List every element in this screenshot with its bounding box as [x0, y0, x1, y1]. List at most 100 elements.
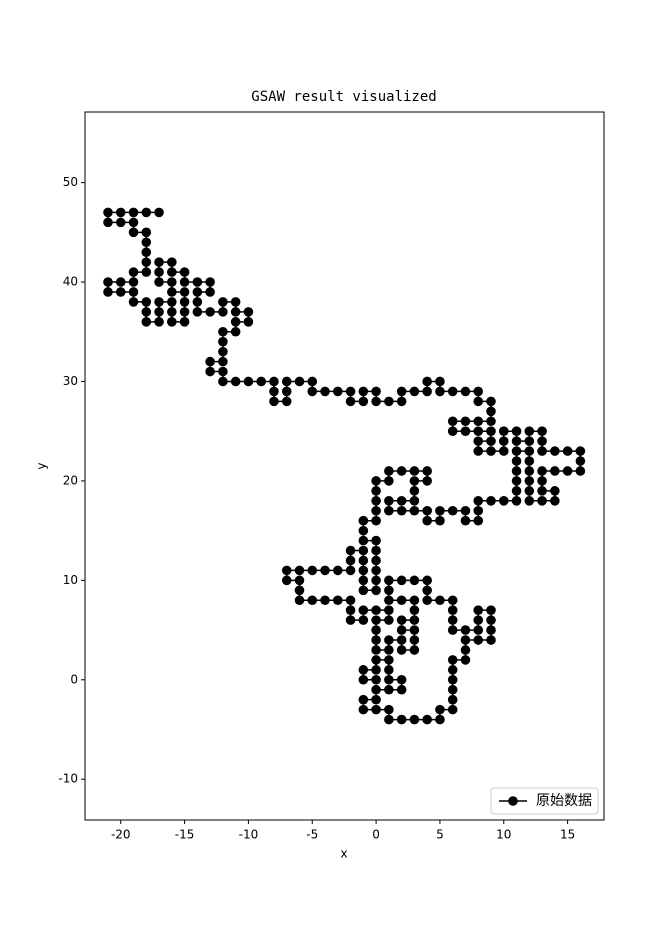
marker — [218, 376, 228, 387]
marker — [179, 297, 190, 307]
x-tick-label: 0 — [372, 828, 380, 842]
marker — [230, 317, 241, 327]
x-tick-label: -20 — [111, 828, 131, 842]
marker — [320, 595, 330, 606]
marker — [243, 317, 254, 327]
marker — [358, 665, 369, 675]
marker — [460, 505, 471, 516]
marker — [396, 396, 407, 407]
marker — [269, 396, 279, 407]
marker — [192, 297, 203, 307]
marker — [358, 555, 369, 566]
marker — [281, 376, 292, 387]
x-tick-label: 15 — [560, 828, 575, 842]
marker — [422, 476, 432, 486]
marker — [345, 386, 356, 397]
marker — [345, 595, 356, 606]
marker — [243, 307, 254, 317]
marker — [473, 615, 484, 625]
marker — [294, 585, 305, 596]
chart-title: GSAW result visualized — [251, 89, 436, 105]
marker — [396, 615, 407, 625]
marker — [473, 436, 484, 446]
marker — [537, 426, 547, 436]
marker — [537, 436, 547, 446]
marker — [141, 267, 152, 277]
marker — [281, 565, 292, 576]
legend-marker — [508, 796, 518, 806]
marker — [498, 436, 509, 446]
marker — [371, 704, 381, 715]
marker — [486, 396, 496, 407]
marker — [345, 555, 356, 566]
marker — [154, 257, 164, 267]
marker — [205, 366, 215, 377]
marker — [396, 684, 407, 695]
marker — [562, 446, 573, 456]
marker — [154, 277, 164, 287]
marker — [154, 317, 164, 327]
y-axis-label: y — [35, 462, 49, 469]
marker — [358, 545, 369, 556]
marker — [141, 227, 152, 238]
marker — [332, 565, 343, 576]
marker — [103, 277, 113, 287]
marker — [205, 356, 215, 367]
marker — [396, 674, 407, 685]
plot-frame — [84, 111, 605, 821]
marker — [179, 317, 190, 327]
marker — [396, 625, 407, 635]
marker — [358, 535, 369, 546]
marker — [371, 496, 381, 506]
marker — [511, 446, 522, 456]
marker — [192, 307, 203, 317]
marker — [473, 625, 484, 635]
marker — [435, 376, 445, 387]
marker — [128, 227, 139, 238]
marker — [384, 396, 394, 407]
marker — [307, 565, 318, 576]
x-tick-label: -15 — [175, 828, 195, 842]
marker — [435, 386, 445, 397]
marker — [550, 466, 560, 476]
marker — [192, 287, 203, 297]
y-tick-label: 40 — [63, 275, 78, 289]
marker — [524, 486, 535, 496]
marker — [371, 694, 381, 705]
marker — [167, 317, 177, 327]
marker — [141, 237, 152, 248]
marker — [422, 585, 432, 596]
marker — [524, 476, 535, 486]
marker — [294, 595, 305, 606]
marker — [345, 565, 356, 576]
marker — [524, 426, 535, 436]
marker — [269, 386, 279, 397]
marker — [537, 466, 547, 476]
marker — [128, 207, 139, 218]
marker — [473, 386, 484, 397]
marker — [473, 446, 484, 456]
marker — [524, 446, 535, 456]
marker — [358, 386, 369, 397]
marker — [384, 684, 394, 695]
y-tick-label: 0 — [70, 672, 78, 686]
marker — [447, 665, 458, 675]
marker — [460, 625, 471, 635]
marker — [460, 515, 471, 526]
y-tick-label: 10 — [63, 573, 78, 587]
marker — [205, 287, 215, 297]
marker — [230, 326, 241, 337]
marker — [562, 466, 573, 476]
marker — [384, 476, 394, 486]
marker — [371, 505, 381, 516]
marker — [511, 466, 522, 476]
marker — [422, 595, 432, 606]
marker — [486, 635, 496, 645]
marker — [473, 426, 484, 436]
marker — [422, 466, 432, 476]
marker — [460, 416, 471, 427]
marker — [281, 386, 292, 397]
y-tick-label: -10 — [58, 772, 78, 786]
marker — [230, 297, 241, 307]
